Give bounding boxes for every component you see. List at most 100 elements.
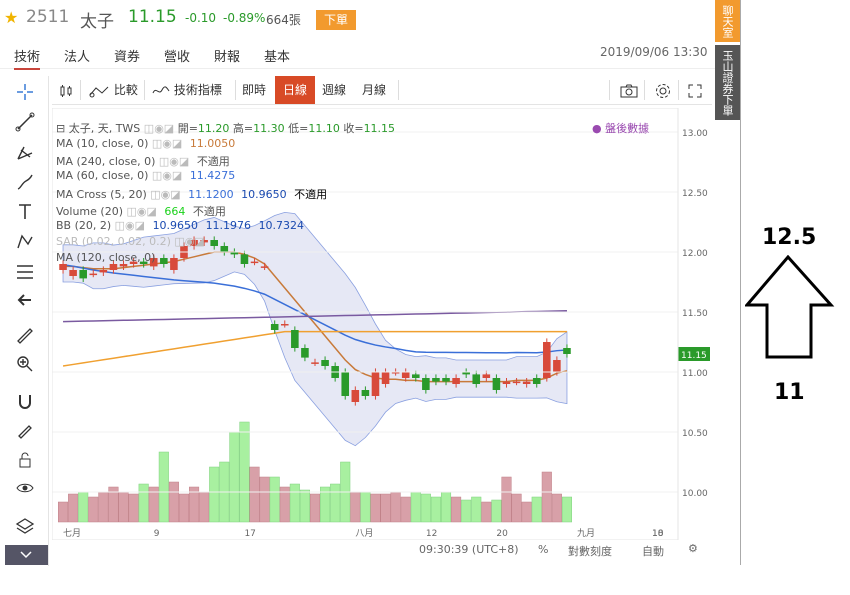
datetime-label: 2019/09/06 13:30 <box>600 45 708 59</box>
ruler-icon[interactable] <box>13 326 37 350</box>
log-scale-toggle[interactable]: 對數刻度 <box>568 545 612 558</box>
volume-bar <box>481 501 492 523</box>
auto-scale-toggle[interactable]: 自動 <box>642 545 664 558</box>
pencil-lock-icon[interactable] <box>13 420 37 444</box>
volume-bar <box>239 421 250 523</box>
settings-gear-icon[interactable] <box>654 76 672 104</box>
legend-controls-icon[interactable]: ◫◉◪ <box>143 122 178 135</box>
fib-icon[interactable] <box>13 262 37 286</box>
y-tick-label: 11.00 <box>682 369 708 379</box>
pattern-icon[interactable] <box>13 232 37 256</box>
broker-order-button[interactable]: 玉山證券下單 <box>715 45 740 120</box>
tab-bar: 技術 法人 資券 營收 財報 基本 <box>0 40 715 70</box>
crosshair-icon[interactable] <box>13 82 37 106</box>
candle-body <box>401 372 410 378</box>
candle-body <box>230 252 239 255</box>
volume-bar <box>541 471 552 523</box>
arrow-left-icon[interactable] <box>13 290 37 314</box>
interval-weekly[interactable]: 週線 <box>322 83 347 97</box>
candle-body <box>482 374 491 378</box>
camera-icon[interactable] <box>620 76 638 104</box>
bb-v1: 10.9650 <box>152 219 199 232</box>
y-tick-label: 12.50 <box>682 189 708 199</box>
tab-revenue[interactable]: 營收 <box>164 50 191 65</box>
compare-button[interactable]: 比較 <box>88 76 138 104</box>
volume-bar <box>68 493 79 523</box>
chart-canvas[interactable]: 13.00 12.50 12.00 11.50 11.00 10.50 10.00 11.15… <box>52 108 712 540</box>
volume-bar <box>148 486 159 523</box>
volume-bar <box>461 499 472 523</box>
text-tool-icon[interactable] <box>13 202 37 226</box>
star-icon[interactable]: ★ <box>4 8 19 27</box>
volume-v2: 不適用 <box>192 205 226 218</box>
chart-footer: 09:30:39 (UTC+8) % 對數刻度 自動 ⚙ <box>52 540 712 560</box>
indicators-button[interactable]: 技術指標 <box>152 76 222 104</box>
legend-ma10: MA (10, close, 0) ◫◉◪ 11.0050 <box>56 137 236 150</box>
candle-body <box>139 261 148 264</box>
candle-body <box>512 381 521 384</box>
candle-type-icon[interactable] <box>58 76 74 104</box>
candle-body <box>422 378 430 390</box>
indicators-label: 技術指標 <box>173 83 222 97</box>
candle-body <box>160 258 168 264</box>
tab-margin[interactable]: 資券 <box>114 50 141 65</box>
sidebar-collapse-button[interactable] <box>5 545 48 565</box>
brush-icon[interactable] <box>13 172 37 196</box>
collapse-icon[interactable]: ⊟ <box>56 122 66 135</box>
tab-financials[interactable]: 財報 <box>214 50 241 65</box>
legend-main: ⊟ 太子, 天, TWS ◫◉◪ 開=11.20 高=11.30 低=11.10… <box>56 122 396 135</box>
candle-body <box>210 240 219 246</box>
ma10-value: 11.0050 <box>189 137 236 150</box>
volume-bar <box>199 491 210 523</box>
interval-monthly[interactable]: 月線 <box>362 83 387 97</box>
order-button[interactable]: 下單 <box>316 10 356 30</box>
fork-icon[interactable] <box>13 142 37 166</box>
bollinger-fill <box>62 211 568 447</box>
legend-sar: SAR (0.02, 0.02, 0.2) ◫◉◪ <box>56 235 205 248</box>
y-tick-label: 10.50 <box>682 429 708 439</box>
trendline-icon[interactable] <box>13 112 37 136</box>
volume-bar <box>249 466 260 523</box>
interval-daily[interactable]: 日線 <box>275 76 316 104</box>
fullscreen-icon[interactable] <box>687 76 703 104</box>
legend-bb: BB (20, 2) ◫◉◪ 10.9650 11.1976 10.7324 <box>56 219 305 232</box>
ma60-value: 11.4275 <box>189 169 236 182</box>
footer-gear-icon[interactable]: ⚙ <box>688 542 698 555</box>
quote-header: ★ 2511 太子 11.15 -0.10 -0.89% 664張 下單 <box>0 0 715 40</box>
high-label: 高 <box>232 122 244 135</box>
open-value: 11.20 <box>197 122 230 135</box>
candle-body <box>190 240 198 246</box>
tab-institutional[interactable]: 法人 <box>64 50 91 65</box>
volume-bar <box>229 431 240 523</box>
layers-icon[interactable] <box>13 516 37 540</box>
percent-toggle[interactable]: % <box>538 543 549 556</box>
stock-price: 11.15 <box>128 7 177 27</box>
chat-room-button[interactable]: 聊天室 <box>715 0 740 42</box>
after-hours-label[interactable]: ● 盤後數據 <box>592 122 650 135</box>
zoom-in-icon[interactable] <box>13 354 37 378</box>
volume-bar <box>78 491 89 523</box>
x-tick-label: 17 <box>244 529 255 539</box>
volume-bar <box>400 496 411 523</box>
magnet-icon[interactable] <box>13 392 37 416</box>
macross-v2: 10.9650 <box>241 188 287 201</box>
volume-bar <box>350 491 361 523</box>
plot-frame <box>52 108 679 540</box>
volume-bar <box>551 493 562 523</box>
legend-volume: Volume (20) ◫◉◪ 664 不適用 <box>56 205 226 218</box>
volume-bar <box>511 493 522 523</box>
legend-macross: MA Cross (5, 20) ◫◉◪ 11.1200 10.9650 不適用 <box>56 188 328 201</box>
volume-bar <box>561 496 572 523</box>
volume-bar <box>189 486 200 523</box>
volume-bar <box>289 483 300 523</box>
ma240-line <box>63 310 567 323</box>
candle-body <box>270 324 279 330</box>
price-chart[interactable]: 13.00 12.50 12.00 11.50 11.00 10.50 10.00 11.15… <box>52 108 712 558</box>
tab-technical[interactable]: 技術 <box>14 46 41 70</box>
eye-icon[interactable] <box>13 478 37 502</box>
lock-icon[interactable] <box>13 450 37 474</box>
interval-realtime[interactable]: 即時 <box>242 83 267 97</box>
candle-body <box>371 372 380 396</box>
tab-basic[interactable]: 基本 <box>264 50 291 65</box>
close-label: 收 <box>343 122 355 135</box>
